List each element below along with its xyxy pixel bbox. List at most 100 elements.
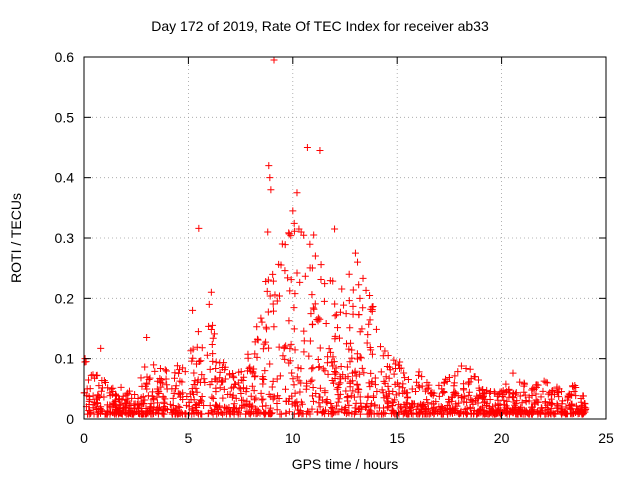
data-point <box>466 403 474 411</box>
data-point <box>451 388 459 396</box>
data-point <box>373 387 381 395</box>
data-point <box>399 380 407 388</box>
data-point <box>568 402 576 410</box>
data-point <box>264 308 272 316</box>
data-point <box>371 374 379 382</box>
data-point <box>277 410 285 418</box>
data-point <box>527 403 535 411</box>
data-point <box>181 368 189 376</box>
data-point <box>360 369 368 377</box>
data-point <box>259 380 267 388</box>
data-point <box>325 345 333 353</box>
data-point <box>131 404 139 412</box>
data-point <box>293 189 301 197</box>
data-point <box>190 369 198 377</box>
data-point <box>479 386 487 394</box>
data-point <box>328 403 336 411</box>
data-point <box>322 320 330 328</box>
data-point <box>475 376 483 384</box>
data-point <box>270 56 278 64</box>
data-point <box>386 366 394 374</box>
data-point <box>250 387 258 395</box>
data-point <box>475 384 483 392</box>
data-point <box>385 390 393 398</box>
data-point <box>198 392 206 400</box>
data-point <box>542 378 550 386</box>
data-point <box>217 409 225 417</box>
data-point <box>141 363 149 371</box>
data-point <box>381 347 389 355</box>
data-point <box>293 269 301 277</box>
data-point <box>230 374 238 382</box>
data-point <box>555 393 563 401</box>
data-point <box>97 387 105 395</box>
data-point <box>399 410 407 418</box>
data-point <box>309 304 317 312</box>
grid-lines <box>84 57 606 419</box>
data-point <box>383 404 391 412</box>
data-point <box>92 405 100 413</box>
data-point <box>301 272 309 280</box>
data-point <box>143 373 151 381</box>
data-point <box>216 368 224 376</box>
data-point <box>296 407 304 415</box>
data-point <box>290 410 298 418</box>
data-point <box>109 384 117 392</box>
data-point <box>465 391 473 399</box>
data-point <box>554 401 562 409</box>
data-point <box>345 345 353 353</box>
data-point <box>443 401 451 409</box>
data-point <box>395 382 403 390</box>
data-point <box>286 287 294 295</box>
data-point <box>351 404 359 412</box>
data-point <box>453 402 461 410</box>
data-point <box>185 403 193 411</box>
data-point <box>332 311 340 319</box>
data-point <box>297 379 305 387</box>
data-point <box>457 407 465 415</box>
data-point <box>498 392 506 400</box>
data-point <box>112 398 120 406</box>
data-point <box>157 383 165 391</box>
data-point <box>463 410 471 418</box>
data-point <box>174 402 182 410</box>
data-point <box>505 385 513 393</box>
data-point <box>251 396 259 404</box>
y-tick-label: 0.1 <box>55 351 75 367</box>
data-point <box>430 405 438 413</box>
data-point <box>290 227 298 235</box>
data-point <box>336 379 344 387</box>
data-point <box>354 385 362 393</box>
x-tick-label: 15 <box>389 430 405 446</box>
data-point <box>401 374 409 382</box>
data-point <box>520 406 528 414</box>
data-point <box>316 147 324 155</box>
data-point <box>313 408 321 416</box>
data-point <box>201 378 209 386</box>
data-point <box>128 408 136 416</box>
data-point <box>337 363 345 371</box>
data-point <box>143 410 151 418</box>
data-point <box>481 398 489 406</box>
data-point <box>428 389 436 397</box>
data-point <box>98 384 106 392</box>
data-point <box>194 409 202 417</box>
data-point <box>232 394 240 402</box>
data-point <box>267 186 275 194</box>
data-point <box>285 317 293 325</box>
data-point <box>487 388 495 396</box>
data-point <box>402 399 410 407</box>
data-point <box>384 382 392 390</box>
data-point <box>396 358 404 366</box>
data-point <box>491 389 499 397</box>
data-point <box>344 408 352 416</box>
data-point <box>189 306 197 314</box>
data-point <box>349 286 357 294</box>
data-point <box>394 379 402 387</box>
data-point <box>366 292 374 300</box>
data-point <box>240 373 248 381</box>
data-point <box>121 408 129 416</box>
data-point <box>572 383 580 391</box>
x-tick-label: 0 <box>80 430 88 446</box>
data-point <box>102 378 110 386</box>
